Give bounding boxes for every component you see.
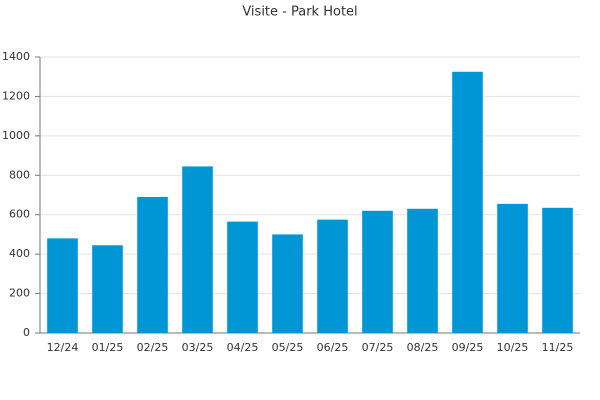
x-tick-label: 08/25 — [407, 341, 439, 354]
bar — [182, 166, 213, 333]
y-tick-label: 0 — [23, 326, 30, 339]
x-tick-label: 12/24 — [47, 341, 79, 354]
bar — [272, 234, 303, 333]
x-tick-label: 11/25 — [542, 341, 574, 354]
bar — [92, 245, 123, 333]
y-tick-label: 1400 — [2, 50, 30, 63]
x-tick-label: 01/25 — [92, 341, 124, 354]
x-tick-label: 05/25 — [272, 341, 304, 354]
x-tick-label: 04/25 — [227, 341, 259, 354]
x-tick-label: 03/25 — [182, 341, 214, 354]
bar — [407, 208, 438, 333]
bar — [542, 207, 573, 333]
bar — [47, 238, 78, 333]
bar — [497, 203, 528, 333]
x-tick-label: 07/25 — [362, 341, 394, 354]
x-tick-label: 06/25 — [317, 341, 349, 354]
y-tick-label: 400 — [9, 247, 30, 260]
y-tick-label: 600 — [9, 208, 30, 221]
bar — [227, 221, 258, 333]
bar — [317, 219, 348, 333]
bar — [452, 71, 483, 334]
y-tick-label: 200 — [9, 287, 30, 300]
bar — [362, 210, 393, 333]
chart-title: Visite - Park Hotel — [242, 5, 357, 20]
x-tick-label: 02/25 — [137, 341, 169, 354]
y-tick-label: 800 — [9, 168, 30, 181]
bar — [137, 196, 168, 333]
y-tick-label: 1200 — [2, 89, 30, 102]
y-tick-label: 1000 — [2, 129, 30, 142]
x-tick-label: 10/25 — [497, 341, 529, 354]
x-tick-label: 09/25 — [452, 341, 484, 354]
